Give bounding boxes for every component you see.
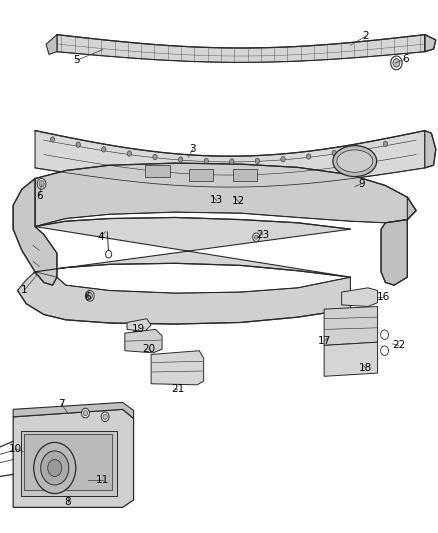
Text: 19: 19 — [131, 325, 145, 334]
Bar — [24, 434, 112, 490]
Bar — [189, 169, 213, 181]
Polygon shape — [46, 35, 57, 54]
Text: 1: 1 — [21, 286, 28, 295]
Text: 2: 2 — [362, 31, 369, 41]
Circle shape — [48, 459, 62, 477]
Text: 18: 18 — [359, 363, 372, 373]
Text: 12: 12 — [232, 197, 245, 206]
Circle shape — [103, 414, 107, 419]
Circle shape — [85, 290, 94, 301]
Circle shape — [34, 442, 76, 494]
Circle shape — [81, 408, 89, 418]
Polygon shape — [425, 35, 436, 52]
Circle shape — [204, 158, 208, 164]
Polygon shape — [127, 319, 151, 332]
Text: 16: 16 — [377, 293, 390, 302]
Text: 9: 9 — [358, 179, 365, 189]
Circle shape — [254, 235, 258, 239]
Circle shape — [101, 412, 109, 422]
Text: 23: 23 — [256, 230, 269, 239]
Circle shape — [178, 157, 183, 162]
Circle shape — [393, 59, 400, 67]
Text: 13: 13 — [210, 196, 223, 205]
Text: 7: 7 — [58, 399, 65, 409]
Text: 17: 17 — [318, 336, 331, 346]
Text: 21: 21 — [171, 384, 184, 394]
Circle shape — [102, 147, 106, 152]
Circle shape — [230, 159, 234, 164]
Text: 8: 8 — [64, 497, 71, 507]
Polygon shape — [13, 402, 134, 418]
Text: 5: 5 — [73, 55, 80, 65]
Circle shape — [41, 451, 69, 485]
Polygon shape — [35, 217, 350, 277]
Text: 20: 20 — [142, 344, 155, 354]
Circle shape — [153, 155, 157, 160]
Circle shape — [281, 157, 285, 162]
Polygon shape — [324, 342, 378, 376]
Circle shape — [255, 158, 260, 164]
Polygon shape — [125, 329, 162, 353]
Circle shape — [391, 56, 402, 70]
Circle shape — [106, 251, 112, 258]
Circle shape — [39, 181, 44, 187]
Circle shape — [87, 293, 92, 299]
Text: 22: 22 — [392, 341, 405, 350]
Text: 6: 6 — [84, 293, 91, 302]
Text: 11: 11 — [96, 475, 110, 484]
Polygon shape — [35, 163, 416, 227]
Circle shape — [37, 179, 46, 189]
Polygon shape — [13, 409, 134, 507]
Circle shape — [307, 154, 311, 159]
Polygon shape — [35, 131, 425, 187]
Ellipse shape — [333, 146, 377, 176]
Circle shape — [76, 142, 80, 147]
Bar — [233, 169, 257, 181]
Text: 4: 4 — [97, 232, 104, 242]
Circle shape — [50, 137, 55, 142]
Polygon shape — [381, 197, 416, 285]
Text: 6: 6 — [36, 191, 43, 201]
Ellipse shape — [337, 150, 373, 172]
Bar — [145, 165, 170, 177]
Polygon shape — [342, 288, 378, 306]
Circle shape — [381, 346, 389, 356]
Polygon shape — [57, 35, 425, 62]
Text: 10: 10 — [9, 444, 22, 454]
Circle shape — [127, 151, 131, 156]
Polygon shape — [324, 306, 378, 345]
Circle shape — [253, 233, 260, 241]
Circle shape — [381, 330, 389, 340]
Bar — [21, 431, 117, 496]
Text: 6: 6 — [402, 54, 409, 64]
Polygon shape — [425, 131, 436, 168]
Circle shape — [383, 141, 388, 147]
Polygon shape — [151, 351, 204, 385]
Text: 3: 3 — [189, 144, 196, 154]
Polygon shape — [13, 179, 57, 285]
Circle shape — [358, 146, 362, 151]
Polygon shape — [18, 272, 350, 324]
Circle shape — [332, 150, 336, 156]
Circle shape — [83, 410, 88, 416]
